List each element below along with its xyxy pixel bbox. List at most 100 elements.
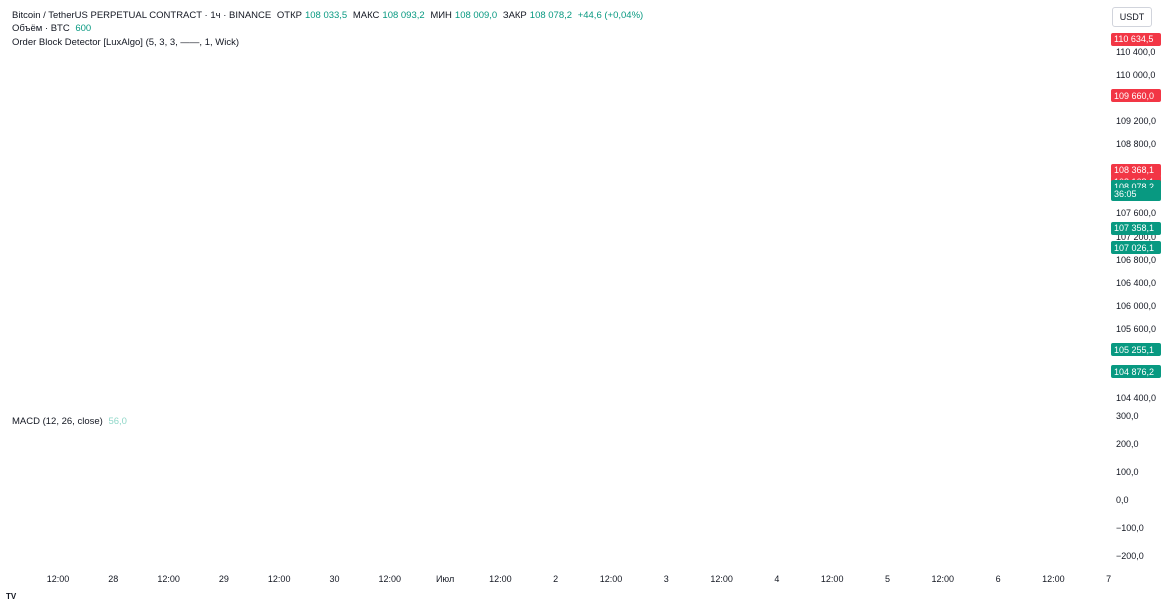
volume-bar xyxy=(45,400,49,408)
candle-body xyxy=(523,292,527,302)
macd-label[interactable]: MACD (12, 26, close) xyxy=(12,416,103,427)
volume-bar xyxy=(836,402,840,408)
macd-bar xyxy=(215,501,219,511)
candle-body xyxy=(565,332,569,336)
time-tick-label: 3 xyxy=(663,574,669,584)
macd-bar xyxy=(141,492,145,501)
volume-bar xyxy=(417,374,421,408)
volume-bar xyxy=(500,399,504,408)
macd-bar xyxy=(546,501,550,523)
volume-bar xyxy=(790,400,794,408)
candle-body xyxy=(224,231,228,234)
macd-bar xyxy=(675,488,679,501)
candle-body xyxy=(850,190,854,204)
macd-bar xyxy=(164,493,168,501)
macd-bar xyxy=(376,501,380,524)
macd-bar xyxy=(873,501,877,550)
volume-bar xyxy=(560,395,564,408)
price-tick-label: 106 000,0 xyxy=(1116,300,1157,311)
volume-bar xyxy=(137,403,141,408)
indicator-legend: Order Block Detector [LuxAlgo] (5, 3, 3,… xyxy=(12,37,242,48)
macd-bar xyxy=(919,479,923,501)
macd-bar xyxy=(266,495,270,501)
candle-body xyxy=(8,231,12,233)
volume-bar xyxy=(638,358,642,408)
macd-bar xyxy=(289,475,293,501)
symbol-title[interactable]: Bitcoin / TetherUS PERPETUAL CONTRACT · … xyxy=(12,10,272,21)
macd-bar xyxy=(220,501,224,512)
volume-bar xyxy=(629,353,633,408)
volume-bar xyxy=(247,393,251,408)
candle-body xyxy=(353,163,357,170)
volume-bar xyxy=(266,396,270,408)
candle-body xyxy=(753,90,757,107)
volume-bar xyxy=(367,399,371,408)
time-tick-label: 12:00 xyxy=(378,574,402,584)
volume-bar xyxy=(155,403,159,408)
volume-bar xyxy=(477,397,481,408)
macd-bar xyxy=(813,501,817,539)
volume-bar xyxy=(353,400,357,408)
volume-bar xyxy=(454,393,458,408)
volume-bars xyxy=(8,340,941,408)
tradingview-logo[interactable]: TV xyxy=(6,592,17,600)
candle-body xyxy=(49,226,53,228)
volume-bar xyxy=(555,402,559,408)
volume-bar xyxy=(279,403,283,408)
macd-bar xyxy=(109,501,113,507)
currency-button[interactable]: USDT xyxy=(1112,7,1152,27)
candle-body xyxy=(532,302,536,316)
candle-body xyxy=(68,233,72,241)
candle-body xyxy=(77,239,81,244)
price-tag: 36:05 xyxy=(1111,187,1161,201)
candle-body xyxy=(151,229,155,233)
macd-bar xyxy=(187,501,191,508)
candle-body xyxy=(680,141,684,155)
macd-bar xyxy=(77,501,81,506)
macd-bar xyxy=(877,501,881,547)
change-value: +44,6 (+0,04%) xyxy=(577,10,644,21)
price-projection xyxy=(944,177,1059,214)
volume-bar xyxy=(841,390,845,408)
volume-bar xyxy=(523,393,527,408)
candle-body xyxy=(620,199,624,217)
volume-bar xyxy=(569,392,573,408)
volume-bar xyxy=(615,400,619,408)
candle-body xyxy=(776,103,780,108)
candle-body xyxy=(716,101,720,111)
candle-body xyxy=(128,238,132,240)
candle-body xyxy=(54,226,58,231)
macd-bar xyxy=(785,501,789,532)
volume-label[interactable]: Объём · BTC xyxy=(12,23,70,34)
time-tick-label: 5 xyxy=(884,574,891,584)
candle-body xyxy=(178,228,182,235)
candle-body xyxy=(408,219,412,221)
candle-body xyxy=(900,192,904,197)
macd-bar xyxy=(454,501,458,511)
macd-bar xyxy=(118,501,122,502)
candle-body xyxy=(882,201,886,211)
indicator-label[interactable]: Order Block Detector [LuxAlgo] (5, 3, 3,… xyxy=(12,37,240,48)
volume-bar xyxy=(850,373,854,408)
time-tick-label: 12:00 xyxy=(157,574,180,584)
volume-bar xyxy=(252,398,256,408)
candle-body xyxy=(611,228,615,240)
macd-bar xyxy=(26,501,30,513)
macd-bar xyxy=(408,501,412,520)
macd-bar xyxy=(427,501,431,512)
candle-body xyxy=(298,177,302,185)
candle-body xyxy=(187,231,191,234)
volume-bar xyxy=(735,357,739,408)
volume-bar xyxy=(36,401,40,408)
candle-body xyxy=(450,236,454,238)
candle-body xyxy=(808,143,812,149)
candle-body xyxy=(233,232,237,238)
time-tick-label: 12:00 xyxy=(46,574,70,584)
candle-body xyxy=(592,266,596,284)
macd-bar xyxy=(348,490,352,501)
volume-bar xyxy=(316,394,320,408)
volume-bar xyxy=(933,393,937,408)
candle-body xyxy=(17,227,21,230)
volume-bar xyxy=(758,396,762,408)
